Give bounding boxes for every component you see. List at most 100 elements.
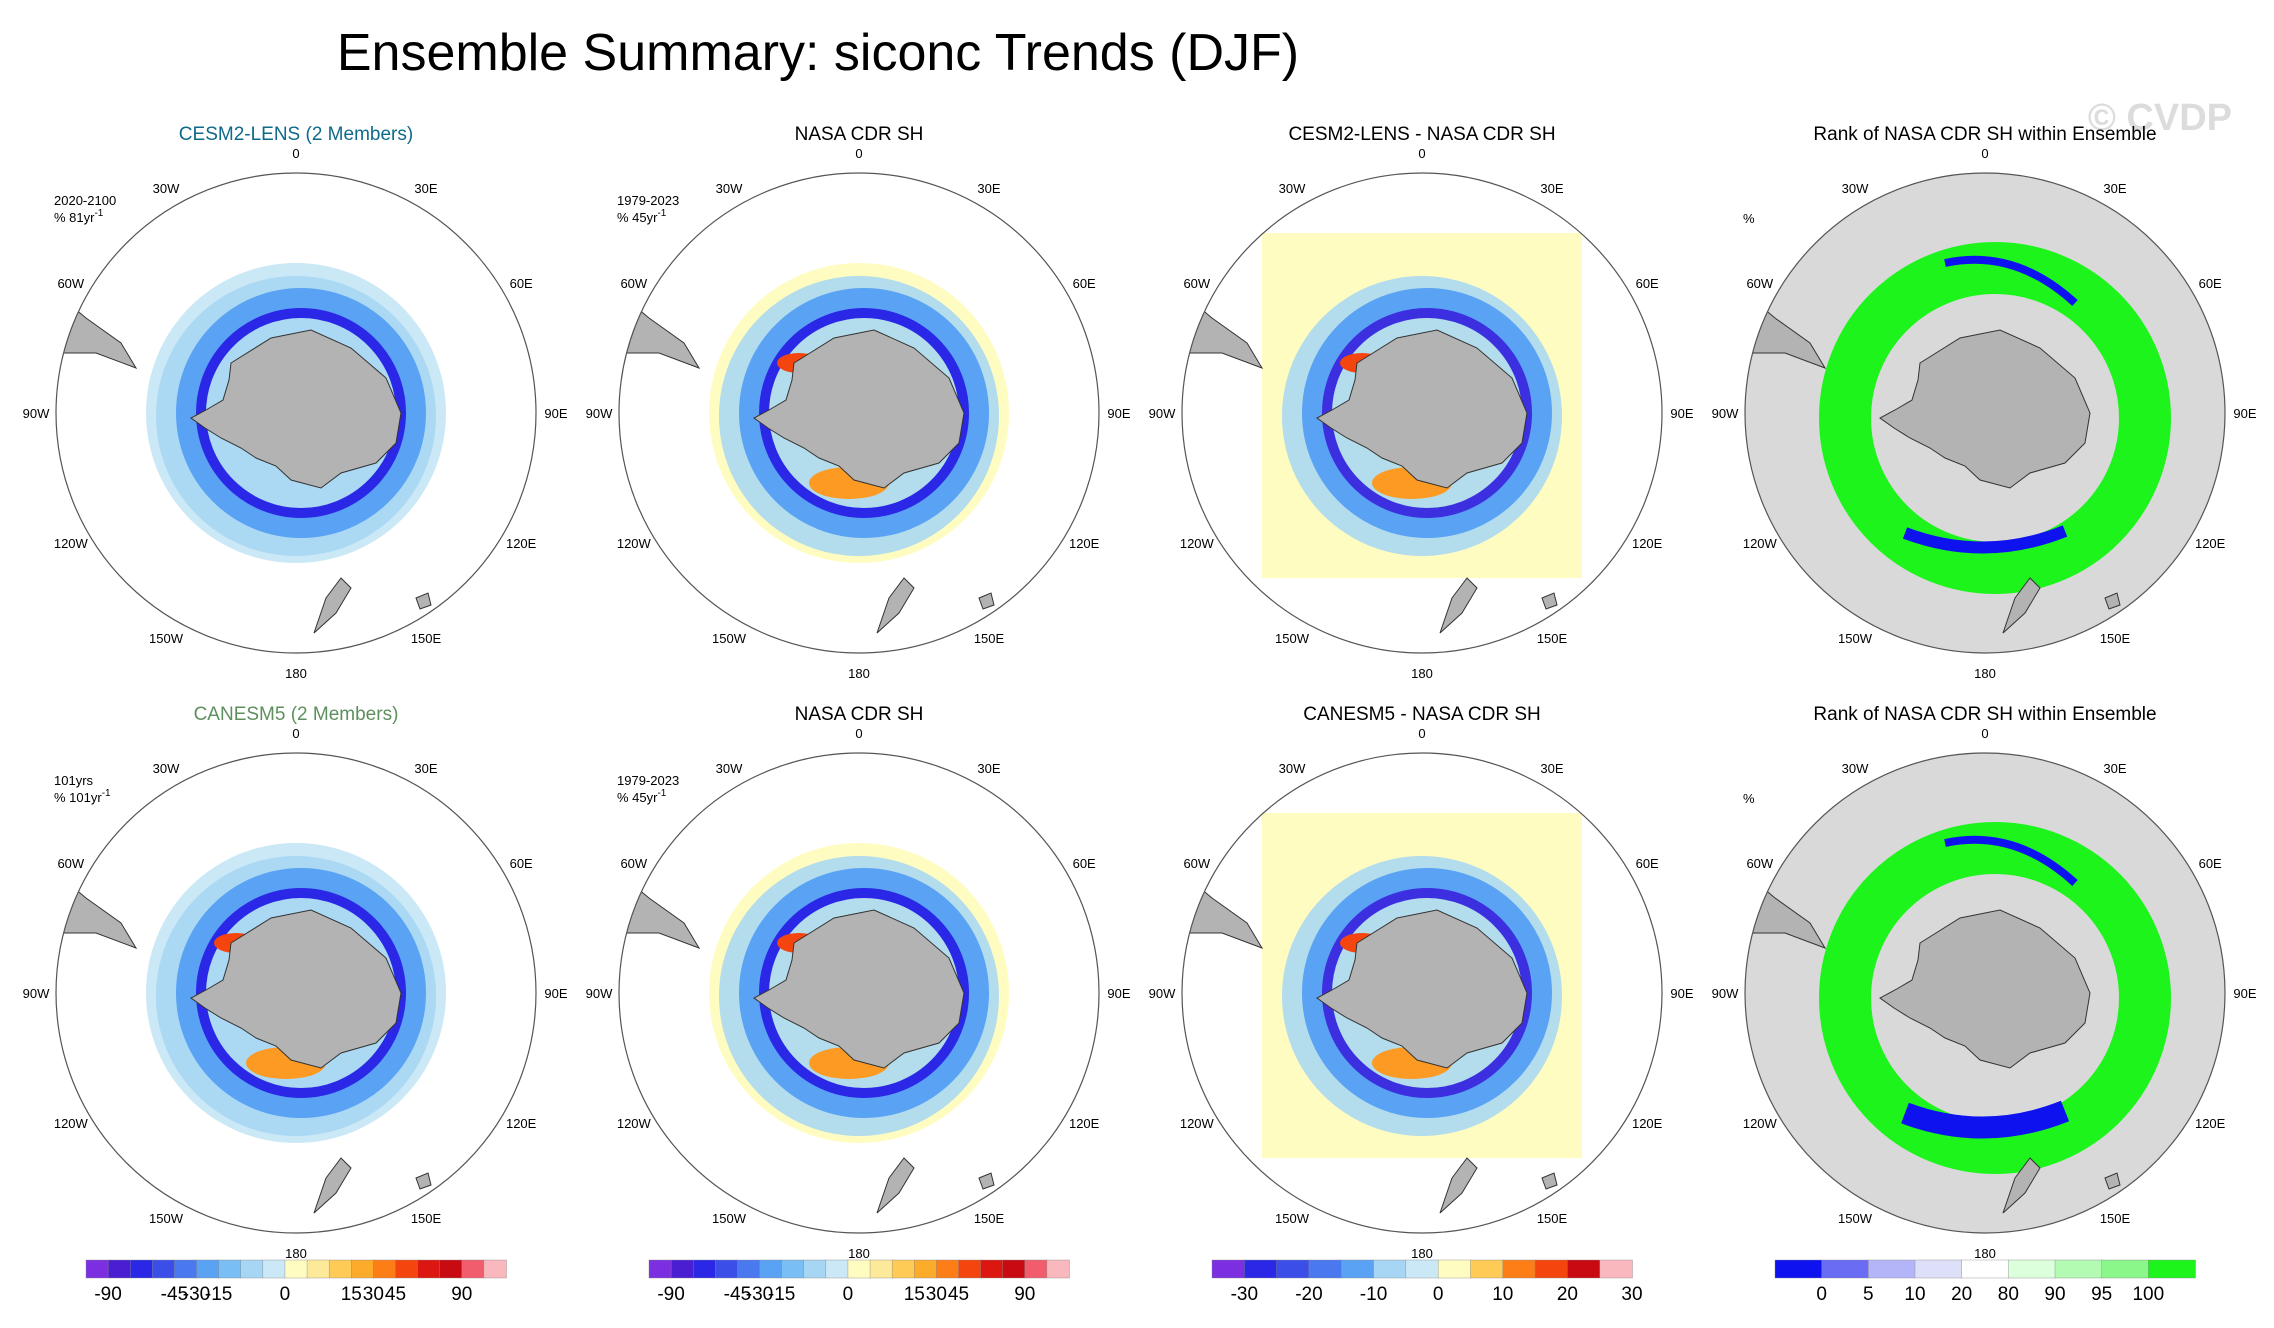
units-label: % 45yr-1 <box>617 208 667 225</box>
longitude-label: 60E <box>1636 276 1659 291</box>
colorbar-tick-label: 100 <box>2132 1284 2164 1305</box>
longitude-label: 90W <box>586 986 613 1001</box>
panel-title: CESM2-LENS - NASA CDR SH <box>1288 124 1555 145</box>
colorbar-swatch <box>1276 1259 1310 1279</box>
longitude-label: 30W <box>1279 181 1306 196</box>
longitude-label: 60E <box>510 276 533 291</box>
colorbar-swatch <box>737 1259 761 1279</box>
colorbar-tick-label: 30 <box>363 1284 384 1305</box>
map-border <box>55 172 537 654</box>
longitude-label: 0 <box>855 726 862 741</box>
longitude-label: 30W <box>1842 181 1869 196</box>
antarctica-landmass <box>1316 329 1528 489</box>
colorbar-swatch <box>1502 1259 1536 1279</box>
longitude-label: 150E <box>974 631 1005 646</box>
colorbar-swatch <box>306 1259 330 1279</box>
map-panel-cesm2-lens-diff: CESM2-LENS - NASA CDR SH0 30E 60E 90E 120E 15… <box>1149 124 1694 681</box>
colorbar-tick-label: 5 <box>1863 1284 1874 1305</box>
colorbar-tick-label: 10 <box>1492 1284 1513 1305</box>
rank-ring-high <box>1819 242 2171 594</box>
colorbar-tick-label: 90 <box>1014 1284 1035 1305</box>
colorbar-swatch <box>262 1259 286 1279</box>
south-america-landmass <box>1182 871 1264 949</box>
longitude-label: 120E <box>1632 536 1663 551</box>
longitude-label: 120E <box>2195 536 2226 551</box>
colorbar-swatch <box>2054 1259 2103 1279</box>
longitude-label: 180 <box>1411 666 1433 681</box>
colorbar-swatch <box>693 1259 717 1279</box>
new-zealand-landmass <box>876 1157 915 1214</box>
longitude-label: 0 <box>1981 146 1988 161</box>
colorbar-swatch <box>759 1259 783 1279</box>
longitude-label: 150W <box>1275 1211 1310 1226</box>
colorbar-tick-label: 80 <box>1998 1284 2019 1305</box>
colorbar-swatch <box>781 1259 805 1279</box>
colorbar-swatch <box>1046 1259 1070 1279</box>
colorbar-swatch <box>417 1259 441 1279</box>
colorbar-trend-colorbar-model-obs-panels: -90 -45-30-15 0 15 30 45 90 <box>85 1259 507 1305</box>
colorbar-tick-label: -90 <box>94 1284 121 1305</box>
antarctica-landmass <box>753 329 965 489</box>
colorbar-swatch <box>869 1259 893 1279</box>
tasmania-landmass <box>1541 592 1558 610</box>
new-zealand-landmass <box>313 1157 352 1214</box>
panel-title: Rank of NASA CDR SH within Ensemble <box>1813 704 2156 725</box>
colorbar-tick-label: 15 <box>341 1284 362 1305</box>
colorbar-swatch <box>936 1259 960 1279</box>
colorbar-swatch <box>1211 1259 1246 1279</box>
new-zealand-landmass <box>1439 1157 1478 1214</box>
colorbar-tick-label: 0 <box>843 1284 854 1305</box>
colorbar-tick-label: 20 <box>1951 1284 1972 1305</box>
longitude-label: 30W <box>1842 761 1869 776</box>
colorbar-tick-label: -45 <box>724 1284 751 1305</box>
colorbar-swatch <box>107 1259 131 1279</box>
antarctica-landmass <box>1879 329 2091 489</box>
colorbar-swatch <box>1002 1259 1026 1279</box>
longitude-label: 60W <box>620 856 647 871</box>
colorbar-swatch <box>218 1259 242 1279</box>
antarctica-landmass <box>1879 909 2091 1069</box>
colorbar-swatch <box>196 1259 220 1279</box>
longitude-label: 90E <box>544 986 567 1001</box>
units-label: % 45yr-1 <box>617 788 667 805</box>
longitude-label: 60E <box>1636 856 1659 871</box>
colorbar-swatch <box>1244 1259 1278 1279</box>
longitude-label: 120E <box>506 536 537 551</box>
longitude-label: 150W <box>1275 631 1310 646</box>
panel-title: CANESM5 - NASA CDR SH <box>1303 704 1541 725</box>
period-label: 1979-2023 <box>617 773 679 788</box>
colorbar-swatch <box>1405 1259 1439 1279</box>
longitude-label: 120W <box>1743 1116 1778 1131</box>
panel-title: Rank of NASA CDR SH within Ensemble <box>1813 124 2156 145</box>
colorbar-swatch <box>439 1259 463 1279</box>
longitude-label: 30E <box>977 761 1000 776</box>
longitude-label: 90W <box>23 406 50 421</box>
units-label: % <box>1743 791 1755 806</box>
colorbar-swatch <box>2148 1259 2196 1279</box>
longitude-label: 90E <box>1107 986 1130 1001</box>
longitude-label: 90E <box>1670 406 1693 421</box>
longitude-label: 120W <box>54 536 89 551</box>
colorbar-swatch <box>395 1259 419 1279</box>
map-border <box>1181 172 1663 654</box>
map-panel-cesm2-lens-model: CESM2-LENS (2 Members)0 30E 60E 90E 120E 150E… <box>23 124 568 681</box>
longitude-label: 180 <box>1974 1246 1996 1261</box>
colorbar-swatch <box>373 1259 397 1279</box>
longitude-label: 150W <box>712 1211 747 1226</box>
panel-title: CANESM5 (2 Members) <box>194 704 399 725</box>
longitude-label: 30W <box>153 761 180 776</box>
longitude-label: 120W <box>1180 536 1215 551</box>
tasmania-landmass <box>2104 1172 2121 1190</box>
map-panels: CESM2-LENS (2 Members)030E60E90E120E150E… <box>23 124 2257 1261</box>
longitude-label: 150W <box>149 631 184 646</box>
polar-map <box>1182 813 1582 1214</box>
colorbar-swatch <box>1774 1259 1823 1279</box>
longitude-label: 60W <box>1746 856 1773 871</box>
colorbar-tick-label: 10 <box>1904 1284 1925 1305</box>
new-zealand-landmass <box>2002 577 2041 634</box>
map-border <box>1181 752 1663 1234</box>
colorbar-tick-label: -15 <box>205 1284 232 1305</box>
antarctica-landmass <box>190 329 402 489</box>
longitude-label: 150W <box>1838 1211 1873 1226</box>
